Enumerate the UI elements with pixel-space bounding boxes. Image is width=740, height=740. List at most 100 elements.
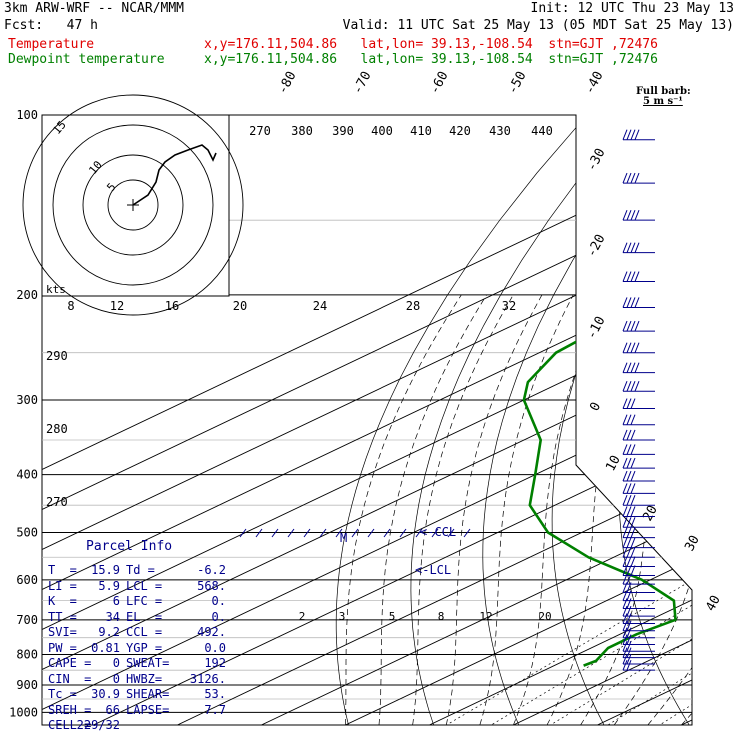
- parcel-value: 568.: [197, 578, 226, 593]
- parcel-value: 9.2: [98, 625, 120, 639]
- parcel-info-title: Parcel Info: [86, 539, 173, 554]
- ccl-tick: [335, 528, 343, 538]
- init-time: Init: 12 UTC Thu 23 May 13: [530, 1, 735, 16]
- wind-barb: [622, 429, 655, 441]
- parcel-value: CCL =: [126, 625, 163, 639]
- valid-time: Valid: 11 UTC Sat 25 May 13 (05 MDT Sat …: [342, 18, 734, 33]
- pressure-tick-label: 900: [16, 678, 38, 692]
- isotherm-line: [42, 115, 692, 725]
- wind-barb: [622, 634, 655, 646]
- wind-barb: [622, 362, 655, 374]
- ccl-tick: [351, 528, 359, 538]
- wind-barb: [622, 414, 655, 426]
- parcel-value: 0.: [211, 594, 226, 608]
- dry-adiabat-line: [410, 115, 631, 725]
- wind-barb: [622, 613, 655, 624]
- dewpoint-legend-info: x,y=176.11,504.86 lat,lon= 39.13,-108.54…: [204, 52, 658, 67]
- parcel-value: T =: [48, 563, 77, 577]
- parcel-m-marker: M: [340, 531, 347, 545]
- mixing-ratio-label: 2: [299, 610, 306, 623]
- parcel-value: 0: [112, 671, 120, 686]
- wind-barb: [622, 297, 655, 308]
- isotherm-tick-label: -30: [584, 146, 608, 174]
- parcel-value: SREH =: [48, 702, 92, 717]
- wind-barb: [622, 573, 655, 585]
- theta-label: 440: [531, 124, 553, 138]
- isotherm-line: [597, 115, 692, 725]
- wind-barb: [622, 641, 655, 652]
- theta-e-label: 290: [46, 349, 68, 363]
- parcel-info-panel: Parcel Info T = 15.9 Td = -6.2 LI = 5.9 LCL = 5…: [42, 537, 232, 732]
- wind-barb: [622, 517, 655, 528]
- parcel-value: SVI=: [48, 625, 77, 639]
- parcel-value: 229/32: [76, 718, 120, 732]
- parcel-value: HWBZ=: [126, 671, 163, 686]
- lcl-marker: <-LCL: [415, 563, 451, 577]
- dry-adiabat-line: [551, 115, 692, 725]
- dewpoint-legend-label: Dewpoint temperature: [8, 52, 165, 67]
- temperature-legend-label: Temperature: [8, 37, 95, 52]
- speed-tick-label: 12: [110, 299, 124, 313]
- parcel-value: Td =: [126, 563, 155, 577]
- hodograph-ring: [107, 179, 159, 231]
- theta-e-label: 280: [46, 422, 68, 436]
- theta-label: 400: [371, 124, 393, 138]
- isotherm-line: [42, 115, 692, 725]
- parcel-value: 66: [105, 702, 120, 717]
- parcel-value: 15.9: [91, 563, 120, 577]
- parcel-value: Tc =: [48, 687, 77, 701]
- wind-barb: [622, 381, 655, 392]
- isotherm-line: [93, 115, 692, 725]
- wind-barb: [622, 506, 655, 517]
- isotherm-tick-label: -60: [427, 69, 451, 97]
- temperature-legend-info: x,y=176.11,504.86 lat,lon= 39.13,-108.54…: [204, 37, 658, 52]
- parcel-value: 0.: [211, 609, 226, 624]
- parcel-value: CELL =: [48, 718, 92, 732]
- wind-barb: [622, 590, 655, 602]
- isotherm-line: [42, 115, 692, 725]
- parcel-value: 7.7: [204, 702, 226, 717]
- wind-barb: [622, 653, 655, 665]
- parcel-value: SHEAR=: [126, 687, 170, 701]
- parcel-value: LAPSE=: [126, 702, 170, 717]
- pressure-tick-label: 600: [16, 573, 38, 587]
- ccl-tick: [319, 528, 327, 538]
- ccl-tick: [415, 528, 423, 538]
- parcel-value: 192: [204, 656, 226, 670]
- isotherm-line: [681, 115, 692, 725]
- isotherm-tick-label: 0: [587, 400, 604, 414]
- wind-barb: [622, 271, 655, 283]
- mixing-ratio-line: [491, 579, 692, 725]
- wind-barb: [622, 582, 655, 593]
- parcel-value: LFC =: [126, 594, 163, 608]
- theta-label: 390: [332, 124, 354, 138]
- wind-barb: [622, 647, 655, 659]
- parcel-value: 5.9: [98, 578, 120, 593]
- speed-tick-label: 32: [502, 299, 516, 313]
- theta-label: 430: [489, 124, 511, 138]
- parcel-value: YGP =: [126, 640, 163, 655]
- wind-barb: [622, 547, 655, 558]
- parcel-value: EL =: [126, 609, 163, 624]
- wind-barb: [622, 620, 655, 632]
- isotherm-tick-label: 10: [603, 453, 624, 474]
- wind-barb: [622, 627, 655, 639]
- isotherm-tick-label: -10: [584, 314, 608, 342]
- theta-label: 410: [410, 124, 432, 138]
- isotherm-tick-label: -20: [584, 232, 608, 260]
- parcel-value: 30.9: [91, 687, 120, 701]
- isotherm-tick-label: 40: [703, 593, 724, 614]
- isotherm-tick-label: 20: [640, 503, 661, 524]
- parcel-value: -6.2: [197, 563, 226, 577]
- isotherm-line: [42, 115, 692, 725]
- dewpoint-trace: [522, 115, 692, 667]
- pressure-tick-label: 500: [16, 526, 38, 540]
- mixing-ratio-line: [446, 579, 692, 725]
- wind-barb: [622, 495, 655, 506]
- wind-barb: [622, 320, 655, 332]
- theta-e-label: 270: [46, 495, 68, 509]
- theta-label: 420: [449, 124, 471, 138]
- ccl-tick: [431, 528, 439, 538]
- wind-barb: [622, 457, 655, 469]
- pressure-tick-label: 200: [16, 288, 38, 302]
